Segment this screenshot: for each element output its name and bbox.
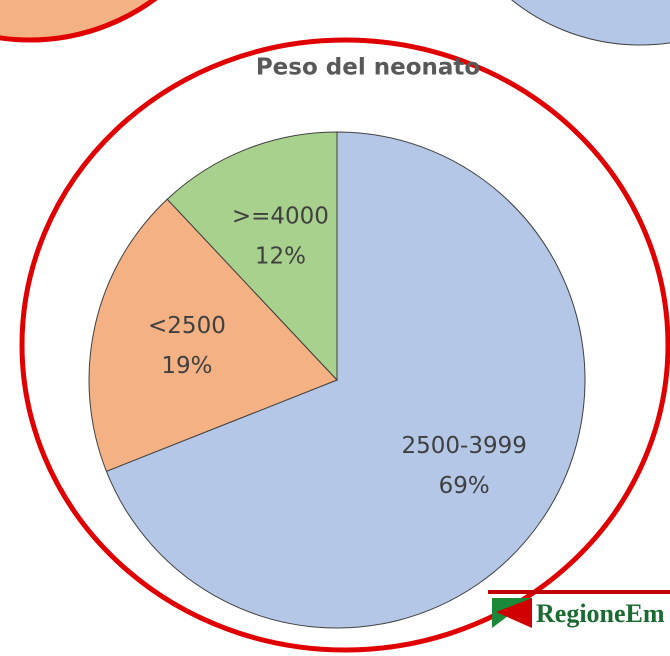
slice-category: >=4000 — [232, 204, 329, 230]
pie-slice — [105, 131, 586, 629]
slice-category: <2500 — [148, 313, 226, 339]
highlight-ring — [19, 37, 670, 653]
slice-value: 69% — [439, 473, 490, 499]
logo: RegioneEm — [488, 590, 670, 628]
logo-text: RegioneEm — [536, 599, 665, 628]
pie-slice — [166, 131, 338, 382]
pie-slice — [88, 198, 338, 472]
slice-value: 12% — [255, 244, 306, 270]
decor-circle — [511, 0, 670, 46]
chart-title: Peso del neonato — [256, 55, 480, 81]
logo-line — [488, 590, 670, 594]
slice-value: 19% — [161, 353, 212, 379]
decor-circle — [0, 0, 158, 43]
slice-category: 2500-3999 — [401, 433, 526, 459]
pie: 2500-3999 69% <2500 19% >=4000 12% — [88, 131, 586, 629]
logo-flag — [496, 598, 532, 628]
